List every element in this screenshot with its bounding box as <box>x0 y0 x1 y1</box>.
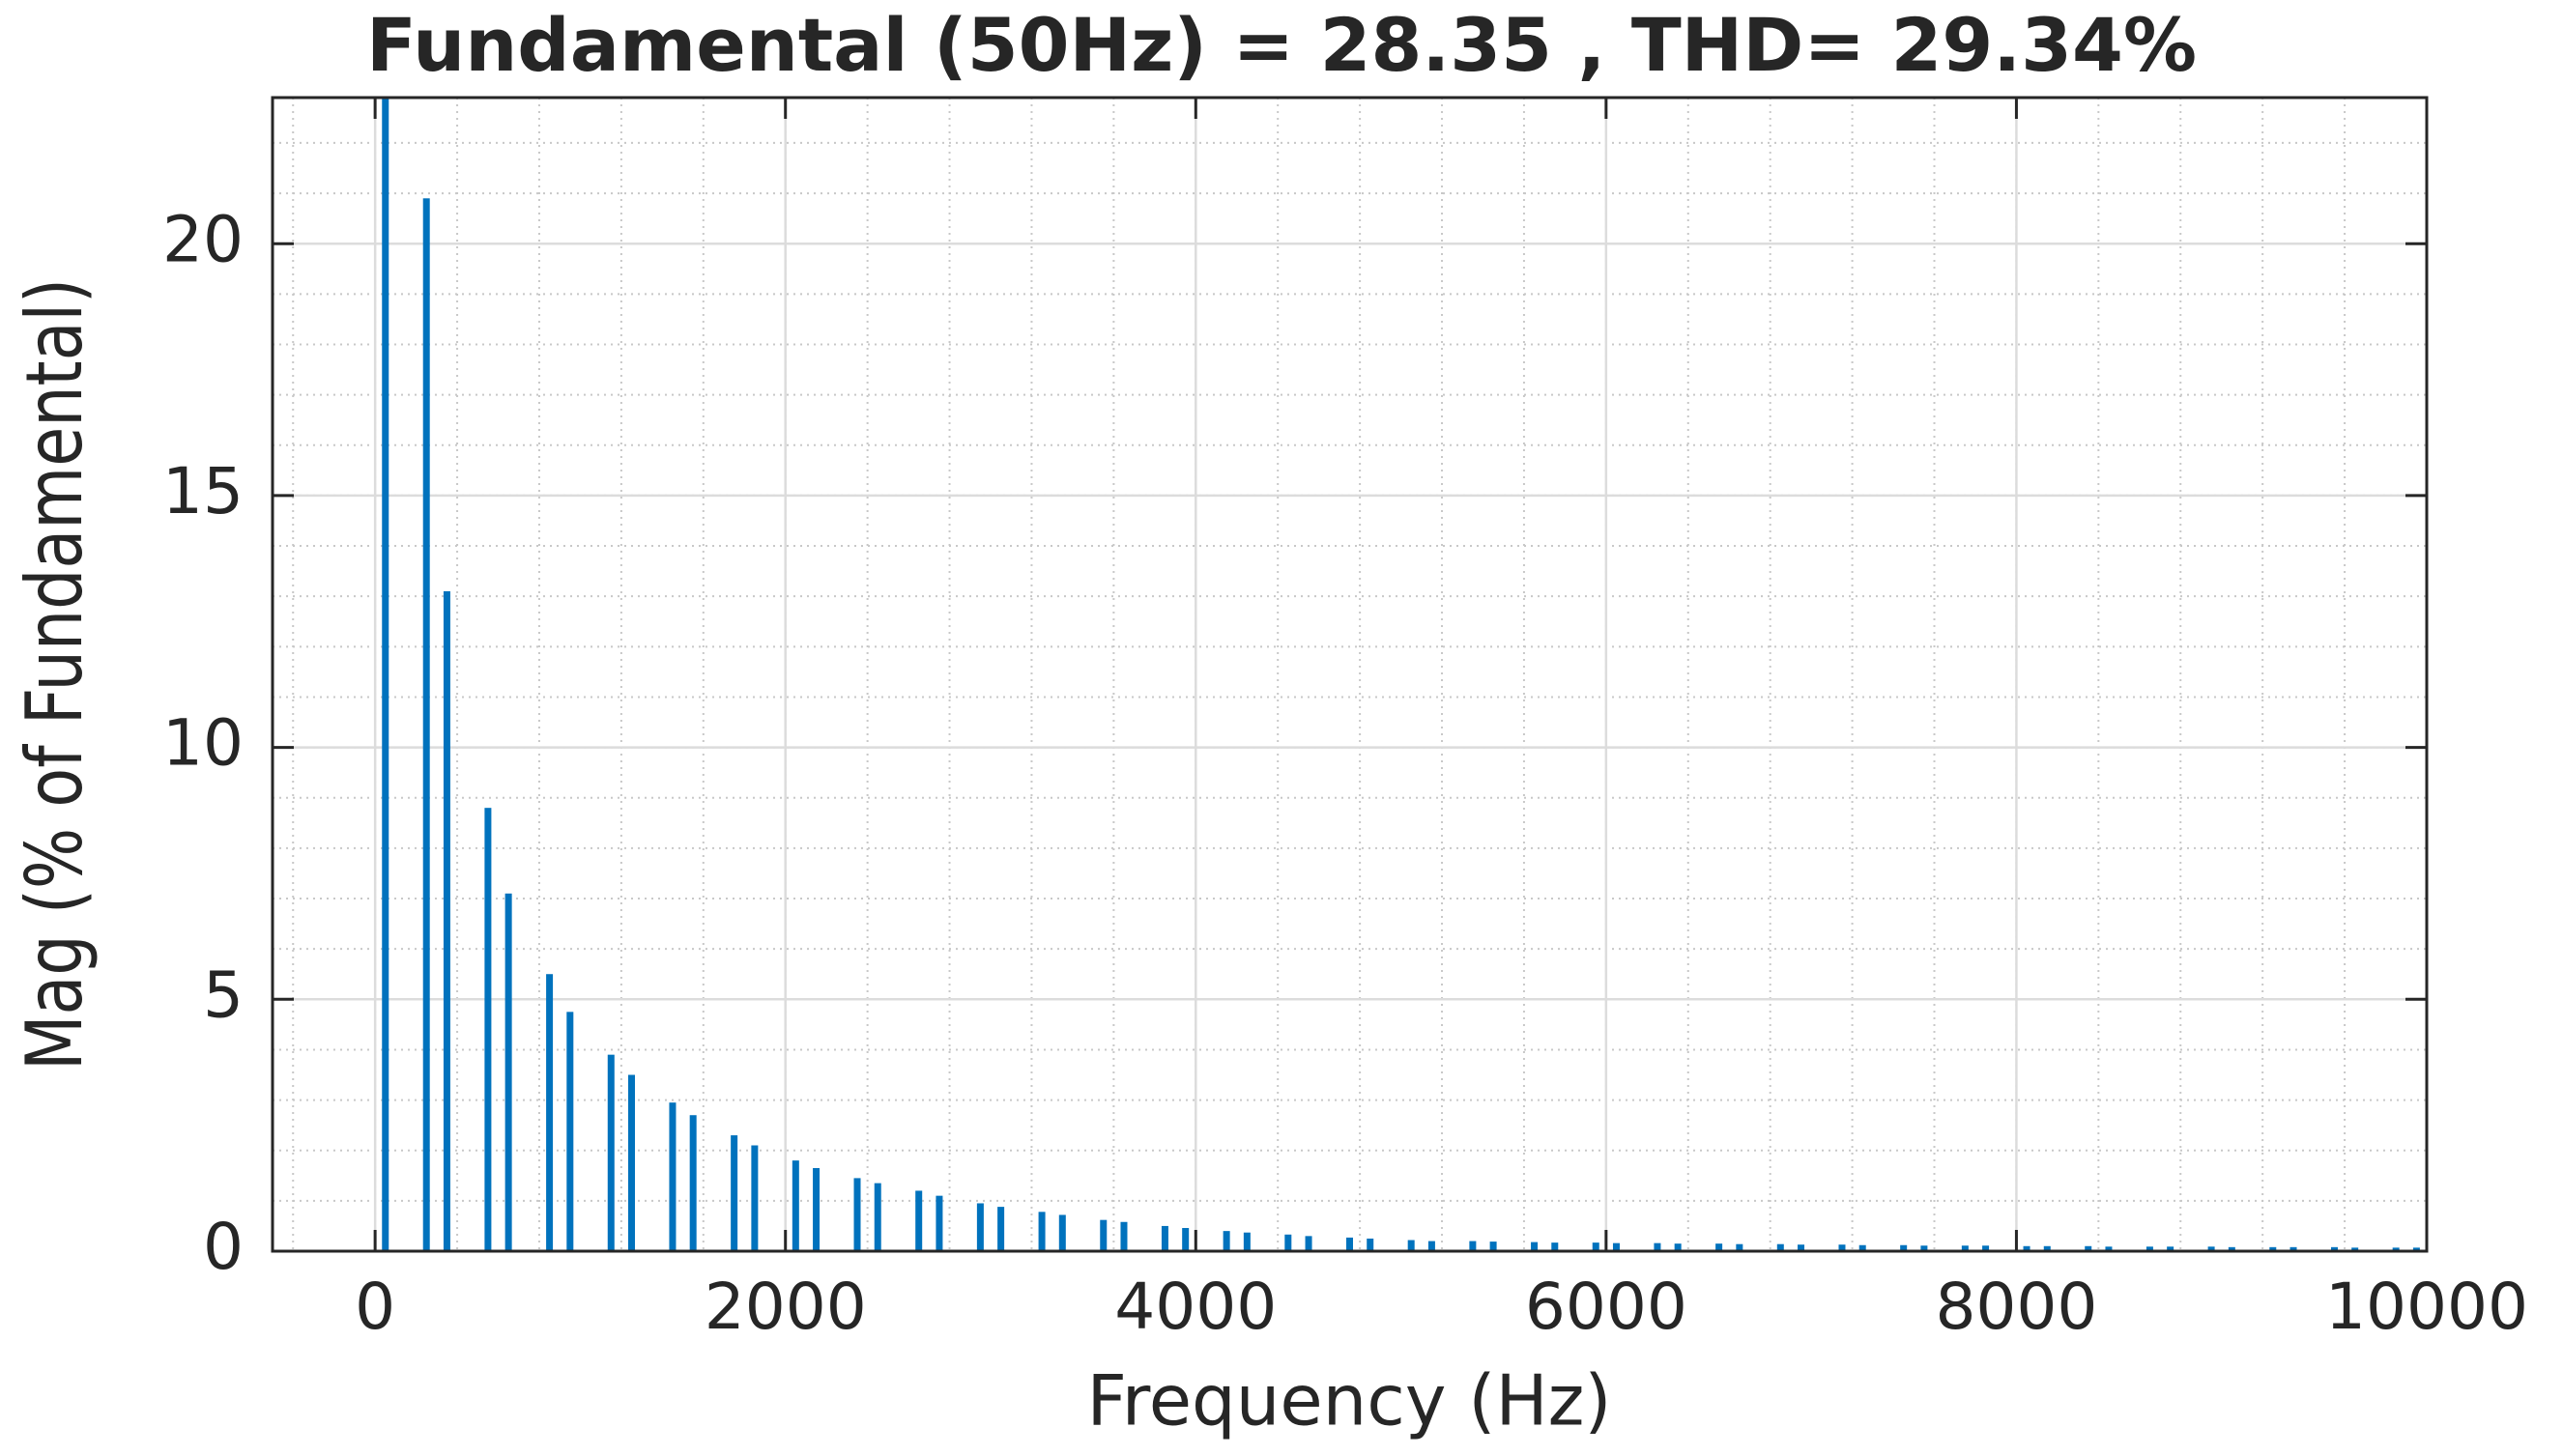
y-tick-label: 10 <box>162 706 244 781</box>
bar <box>1100 1219 1108 1251</box>
bar <box>853 1178 861 1251</box>
axes: 0 2000 4000 6000 8000 10000 0 5 10 15 20 <box>162 96 2528 1344</box>
bar <box>1858 1244 1866 1251</box>
bar <box>936 1195 943 1251</box>
bar <box>915 1190 923 1251</box>
bar <box>1305 1236 1312 1251</box>
bar <box>874 1183 881 1251</box>
bar <box>1038 1212 1046 1251</box>
bar <box>1776 1243 1784 1251</box>
bar <box>1223 1231 1230 1251</box>
x-tick-label: 8000 <box>1935 1270 2097 1344</box>
bar <box>1346 1237 1353 1251</box>
bar <box>1982 1245 1990 1251</box>
bar <box>1592 1242 1599 1251</box>
bar <box>1182 1228 1190 1251</box>
bar <box>1469 1241 1477 1251</box>
bar <box>2351 1247 2359 1251</box>
y-tick-label: 20 <box>162 202 244 276</box>
bar <box>504 893 512 1251</box>
bar <box>546 974 554 1251</box>
bar <box>2228 1246 2235 1251</box>
bar <box>1736 1243 1743 1251</box>
bar <box>792 1160 799 1251</box>
bars <box>382 98 2420 1251</box>
bar <box>2412 1247 2420 1251</box>
bar <box>2023 1245 2030 1251</box>
bar <box>813 1167 821 1251</box>
x-tick-label: 10000 <box>2325 1270 2528 1344</box>
bar <box>976 1203 984 1251</box>
bar <box>1920 1245 1928 1251</box>
x-tick-label: 4000 <box>1114 1270 1277 1344</box>
bar <box>628 1074 635 1251</box>
bar <box>1120 1221 1128 1251</box>
chart-title: Fundamental (50Hz) = 28.35 , THD= 29.34% <box>366 2 2197 88</box>
bar <box>2330 1246 2338 1251</box>
x-tick-label: 2000 <box>705 1270 867 1344</box>
bar <box>1961 1245 1969 1251</box>
bar <box>2392 1247 2400 1251</box>
bar <box>1654 1242 1661 1251</box>
x-tick-label: 0 <box>355 1270 395 1344</box>
bar <box>1161 1225 1168 1251</box>
bar <box>1551 1242 1559 1251</box>
bar <box>1243 1232 1251 1251</box>
x-axis-label: Frequency (Hz) <box>1087 1360 1612 1442</box>
bar <box>2145 1246 2153 1251</box>
bar <box>443 590 450 1251</box>
x-tick-label: 6000 <box>1525 1270 1687 1344</box>
bar <box>1900 1244 1908 1251</box>
bar <box>2167 1246 2174 1251</box>
bar <box>1489 1242 1497 1251</box>
bar <box>731 1135 738 1251</box>
bar <box>997 1207 1005 1251</box>
bar <box>1367 1238 1374 1251</box>
bar <box>689 1115 697 1251</box>
bar <box>1407 1240 1415 1251</box>
bar <box>484 808 492 1251</box>
bar <box>2105 1246 2113 1251</box>
bar <box>422 198 430 1251</box>
y-tick-label: 0 <box>203 1210 244 1284</box>
bar <box>1838 1244 1846 1251</box>
bar <box>669 1102 677 1251</box>
y-tick-label: 5 <box>203 957 244 1032</box>
bar <box>566 1012 574 1251</box>
bar <box>2269 1246 2277 1251</box>
bar <box>2207 1246 2215 1251</box>
bar <box>1674 1243 1682 1251</box>
bar <box>1612 1242 1620 1251</box>
bar <box>1715 1243 1723 1251</box>
bar <box>382 98 389 1251</box>
bar <box>1284 1234 1292 1251</box>
bar <box>2289 1246 2297 1251</box>
plot-area <box>273 98 2427 1251</box>
axes-box <box>271 96 2429 1253</box>
bar <box>1058 1214 1066 1251</box>
bar <box>1427 1241 1435 1251</box>
bar <box>2043 1245 2051 1251</box>
bar <box>2085 1245 2092 1251</box>
y-tick-label: 15 <box>162 454 244 528</box>
bar <box>1798 1244 1805 1251</box>
bar <box>607 1054 615 1251</box>
bar <box>1531 1242 1539 1251</box>
bar <box>751 1145 759 1251</box>
y-axis-label: Mag (% of Fundamental) <box>10 278 100 1071</box>
